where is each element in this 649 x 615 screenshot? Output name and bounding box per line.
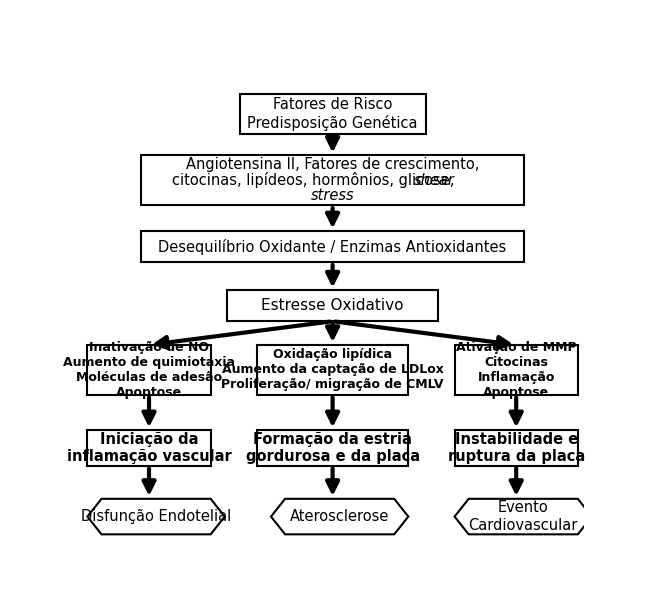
Text: Estresse Oxidativo: Estresse Oxidativo (262, 298, 404, 313)
Text: Iniciação da
inflamação vascular: Iniciação da inflamação vascular (67, 432, 232, 464)
Polygon shape (88, 499, 225, 534)
FancyBboxPatch shape (257, 430, 408, 466)
Text: Fatores de Risco
Predisposição Genética: Fatores de Risco Predisposição Genética (247, 97, 418, 131)
Text: Formação da estria
gordurosa e da placa: Formação da estria gordurosa e da placa (245, 432, 420, 464)
Text: Instabilidade e
ruptura da placa: Instabilidade e ruptura da placa (448, 432, 585, 464)
FancyBboxPatch shape (257, 345, 408, 395)
FancyBboxPatch shape (88, 430, 211, 466)
FancyBboxPatch shape (454, 345, 578, 395)
Polygon shape (271, 499, 408, 534)
Text: Oxidação lipídica
Aumento da captação de LDLox
Proliferação/ migração de CMLV: Oxidação lipídica Aumento da captação de… (221, 348, 444, 391)
FancyBboxPatch shape (454, 430, 578, 466)
Text: Inativação de NO
Aumento de quimiotaxia
Moléculas de adesão
Apoptose: Inativação de NO Aumento de quimiotaxia … (63, 341, 235, 399)
Text: Ativação de MMP
Citocinas
Inflamação
Apoptose: Ativação de MMP Citocinas Inflamação Apo… (456, 341, 576, 399)
Text: Disfunção Endotelial: Disfunção Endotelial (81, 509, 231, 524)
Text: Evento
Cardiovascular: Evento Cardiovascular (469, 501, 578, 533)
Text: shear: shear (413, 173, 454, 188)
Text: Aterosclerose: Aterosclerose (290, 509, 389, 524)
Text: stress: stress (311, 188, 354, 204)
FancyBboxPatch shape (227, 290, 438, 321)
FancyBboxPatch shape (239, 94, 426, 134)
FancyBboxPatch shape (141, 156, 524, 205)
FancyBboxPatch shape (88, 345, 211, 395)
Polygon shape (454, 499, 592, 534)
FancyBboxPatch shape (141, 231, 524, 262)
Text: Angiotensina II, Fatores de crescimento,: Angiotensina II, Fatores de crescimento, (186, 157, 480, 172)
Text: citocinas, lipídeos, hormônios, glicose,: citocinas, lipídeos, hormônios, glicose, (171, 172, 458, 188)
Text: Desequilíbrio Oxidante / Enzimas Antioxidantes: Desequilíbrio Oxidante / Enzimas Antioxi… (158, 239, 507, 255)
